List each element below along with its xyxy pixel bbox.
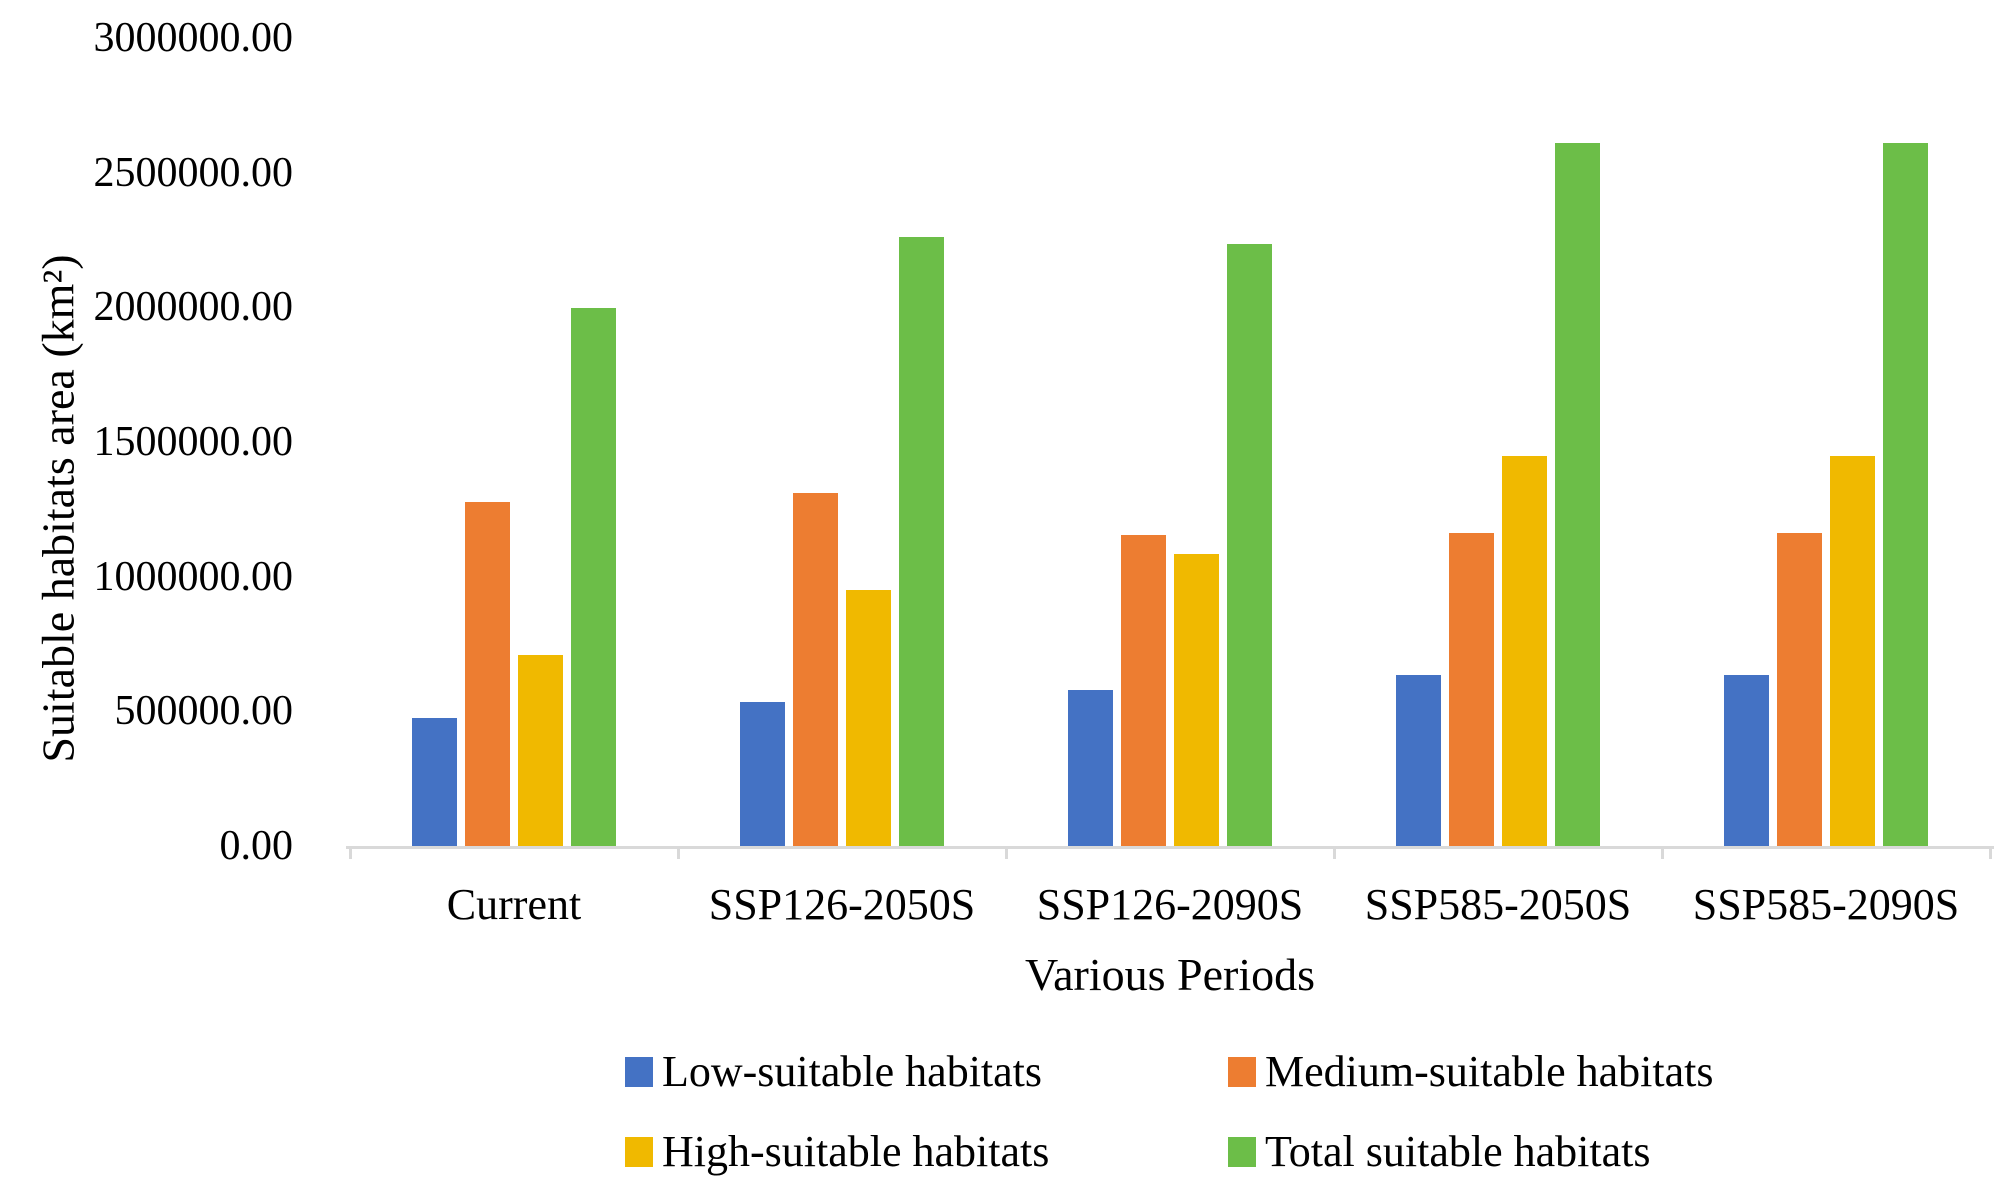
legend-color-swatch — [625, 1057, 653, 1087]
x-axis-category-label: SSP126-2090S — [1036, 880, 1304, 929]
chart-bar — [1830, 456, 1875, 846]
x-axis-labels: Current SSP126-2050S SSP126-2090S SSP585-20… — [350, 878, 1990, 934]
legend-color-swatch — [1228, 1137, 1256, 1167]
y-axis: 3000000.00 2500000.00 2000000.00 1500000.00… — [3, 0, 294, 1182]
chart-bar — [465, 502, 510, 846]
legend-item: Low-suitable habitats — [625, 1046, 1042, 1098]
y-axis-tick-label: 0.00 — [219, 823, 294, 869]
y-axis-tick-label: 3000000.00 — [93, 15, 294, 61]
chart-bar — [1068, 690, 1113, 846]
legend-color-swatch — [625, 1137, 653, 1167]
chart-bar — [899, 237, 944, 846]
x-axis-title: Various Periods — [1024, 949, 1316, 1000]
y-axis-tick-label: 2500000.00 — [93, 150, 294, 196]
chart-bar — [740, 702, 785, 846]
plot-area — [346, 38, 1994, 859]
legend-label: Medium-suitable habitats — [1265, 1047, 1714, 1096]
legend-item: High-suitable habitats — [625, 1126, 1049, 1178]
y-axis-tick-label: 1500000.00 — [93, 419, 294, 465]
chart-bar — [846, 590, 891, 846]
y-axis-tick-label: 1000000.00 — [93, 554, 294, 600]
chart-bar — [1227, 244, 1272, 846]
x-axis-line — [346, 846, 1994, 849]
chart-bar — [1724, 675, 1769, 846]
x-axis-category-label: SSP585-2090S — [1692, 880, 1960, 929]
x-axis-tick — [349, 848, 352, 859]
chart-bar — [412, 718, 457, 846]
legend-item: Medium-suitable habitats — [1228, 1046, 1713, 1098]
x-axis-tick — [1661, 848, 1664, 859]
chart-bar — [1777, 533, 1822, 846]
x-axis-tick — [1333, 848, 1336, 859]
chart-bar — [1449, 533, 1494, 846]
x-axis-category-label: SSP126-2050S — [708, 880, 976, 929]
chart-bar — [793, 493, 838, 846]
legend-label: Low-suitable habitats — [662, 1047, 1043, 1096]
x-axis-category-label: Current — [446, 880, 582, 929]
x-axis-tick — [1989, 848, 1992, 859]
y-axis-tick-label: 2000000.00 — [93, 284, 294, 330]
chart-bar — [1121, 535, 1166, 846]
chart-bar — [1502, 456, 1547, 846]
chart-bar — [518, 655, 563, 846]
chart-bar — [1396, 675, 1441, 846]
legend-label: Total suitable habitats — [1265, 1127, 1651, 1176]
y-axis-tick-label: 500000.00 — [114, 688, 294, 734]
x-axis-tick — [1005, 848, 1008, 859]
legend-item: Total suitable habitats — [1228, 1126, 1651, 1178]
chart-bar — [1174, 554, 1219, 846]
legend-color-swatch — [1228, 1057, 1256, 1087]
legend-label: High-suitable habitats — [662, 1127, 1050, 1176]
x-axis-category-label: SSP585-2050S — [1364, 880, 1632, 929]
chart-bar — [571, 308, 616, 846]
chart-bar — [1555, 143, 1600, 846]
x-axis-tick — [677, 848, 680, 859]
chart-bar — [1883, 143, 1928, 846]
